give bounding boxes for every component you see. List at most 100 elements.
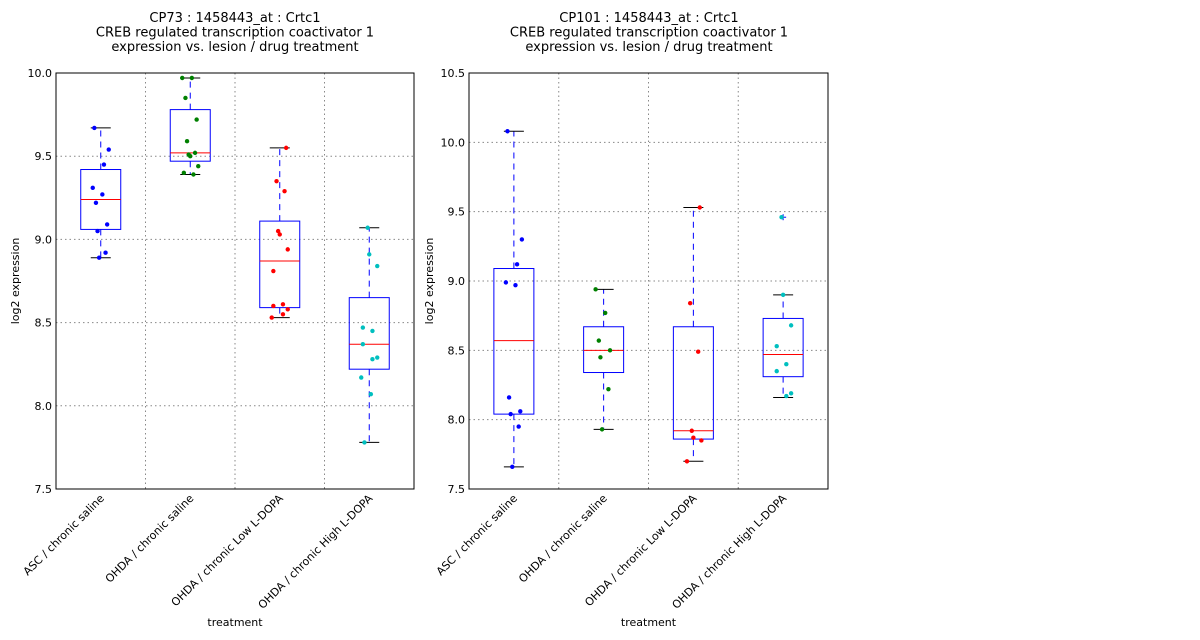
y-tick-label: 8.5: [448, 344, 466, 357]
data-point: [103, 250, 108, 255]
data-point: [510, 464, 515, 470]
data-point: [370, 328, 375, 334]
data-point: [774, 368, 779, 374]
box-group-4: [762, 214, 804, 399]
box-group-1: [80, 125, 122, 260]
x-axis-label: treatment: [621, 616, 677, 629]
y-tick-label: 10.0: [441, 136, 466, 149]
data-point: [275, 228, 281, 234]
data-point: [280, 302, 286, 307]
y-tick-label: 8.5: [35, 317, 53, 330]
data-point: [784, 362, 789, 367]
data-point: [181, 170, 187, 176]
data-point: [271, 268, 276, 274]
data-point: [274, 178, 279, 184]
data-point: [699, 438, 704, 443]
y-tick-label: 9.5: [35, 150, 53, 163]
data-point: [180, 75, 185, 81]
data-point: [607, 348, 613, 353]
data-point: [280, 312, 286, 317]
data-point: [360, 325, 366, 330]
box-group-3: [259, 145, 301, 320]
data-point: [188, 154, 193, 159]
data-point: [695, 349, 701, 354]
data-point: [513, 282, 518, 288]
data-point: [375, 263, 380, 269]
data-point: [104, 222, 110, 227]
chart-title-line: CP73 : 1458443_at : Crtc1: [149, 11, 320, 26]
data-point: [100, 192, 105, 197]
data-point: [365, 225, 370, 230]
data-point: [277, 232, 282, 237]
data-point: [593, 287, 598, 292]
chart-title-line: expression vs. lesion / drug treatment: [111, 40, 358, 55]
data-point: [96, 255, 102, 260]
y-axis-label: log2 expression: [9, 238, 22, 325]
data-point: [691, 435, 696, 440]
box-group-1: [493, 129, 535, 470]
data-point: [599, 427, 605, 432]
data-point: [93, 200, 99, 205]
data-point: [194, 117, 199, 122]
data-point: [788, 391, 794, 396]
data-point: [788, 323, 794, 328]
box-iqr: [583, 326, 625, 374]
y-tick-label: 7.5: [35, 483, 53, 496]
x-axis-label: treatment: [207, 616, 263, 629]
y-tick-label: 10.5: [441, 67, 466, 80]
x-tick-label: ASC / chronic saline: [434, 492, 520, 578]
data-point: [189, 75, 195, 81]
y-tick-label: 10.0: [28, 67, 53, 80]
box-group-2: [583, 287, 625, 432]
data-point: [689, 428, 694, 433]
x-tick-label: OHDA / chronic saline: [103, 492, 197, 586]
data-point: [367, 252, 372, 257]
data-point: [505, 129, 510, 134]
data-point: [92, 125, 97, 131]
x-tick-label: ASC / chronic saline: [21, 492, 107, 578]
y-tick-label: 9.0: [35, 233, 53, 246]
y-tick-label: 9.5: [448, 206, 466, 219]
data-point: [269, 315, 274, 320]
box-iqr: [672, 326, 714, 440]
data-point: [282, 188, 287, 194]
box-iqr: [169, 109, 211, 162]
data-point: [606, 386, 611, 392]
data-point: [192, 150, 198, 156]
data-point: [774, 343, 779, 349]
data-point: [101, 162, 107, 167]
plot-frame: [55, 72, 415, 490]
data-point: [603, 310, 608, 316]
box-group-4: [348, 225, 390, 445]
data-point: [285, 307, 290, 312]
data-point: [687, 300, 693, 306]
data-point: [360, 342, 366, 347]
data-point: [697, 205, 702, 210]
data-point: [516, 424, 521, 429]
data-point: [283, 145, 289, 151]
data-point: [90, 185, 95, 191]
data-point: [184, 139, 190, 144]
data-point: [370, 357, 375, 362]
data-point: [779, 215, 784, 220]
y-tick-label: 9.0: [448, 275, 466, 288]
data-point: [375, 355, 380, 360]
data-point: [508, 411, 513, 417]
x-tick-label: OHDA / chronic saline: [516, 492, 610, 586]
box-iqr: [762, 317, 804, 378]
box-iqr: [493, 268, 535, 415]
chart-title-line: CREB regulated transcription coactivator…: [510, 26, 788, 41]
data-point: [514, 262, 520, 267]
data-point: [596, 338, 602, 343]
data-point: [780, 292, 786, 298]
data-point: [503, 280, 509, 285]
box-group-2: [169, 75, 211, 177]
box-iqr: [348, 297, 390, 370]
data-point: [271, 303, 276, 309]
data-point: [684, 459, 690, 464]
plot-frame: [468, 72, 829, 490]
y-tick-label: 8.0: [448, 414, 466, 427]
